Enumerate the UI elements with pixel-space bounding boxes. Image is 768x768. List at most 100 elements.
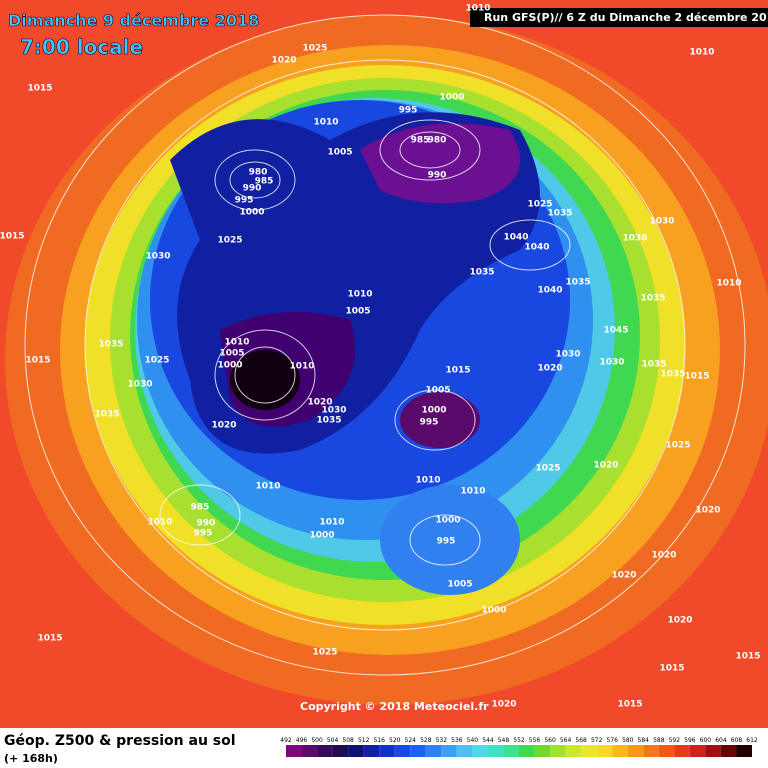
isobar-label: 1020 <box>651 551 676 561</box>
isobar-label: 1015 <box>617 700 642 710</box>
isobar-label: 1045 <box>603 326 628 336</box>
isobar-label: 990 <box>197 519 216 529</box>
isobar-label: 1010 <box>716 279 741 289</box>
isobar-label: 1015 <box>0 232 25 242</box>
colorbar-cell <box>612 745 628 757</box>
isobar-label: 1040 <box>524 243 549 253</box>
isobar-label: 1020 <box>491 700 516 710</box>
isobar-label: 1035 <box>316 416 341 426</box>
isobar-labels: 1010102510201010101510009951010985980100… <box>0 4 761 710</box>
lead-time: (+ 168h) <box>4 752 58 765</box>
isobar-label: 1010 <box>347 290 372 300</box>
isobar-label: 1010 <box>460 487 485 497</box>
isobar-label: 1000 <box>421 406 446 416</box>
isobar-label: 1035 <box>640 294 665 304</box>
colorbar-cell <box>472 745 488 757</box>
isobar-label: 1010 <box>465 4 490 14</box>
colorbar-cell <box>627 745 644 757</box>
colorbar-tick-label: 552 <box>513 737 525 744</box>
isobar-label: 1020 <box>611 571 636 581</box>
isobar-label: 1030 <box>321 406 346 416</box>
colorbar-cell <box>503 745 519 757</box>
isobar-label: 1000 <box>435 516 460 526</box>
colorbar-tick-label: 520 <box>389 737 401 744</box>
isobar-label: 1040 <box>503 233 528 243</box>
isobar-label: 1010 <box>319 518 344 528</box>
colorbar-tick-label: 524 <box>405 737 417 744</box>
colorbar-cell <box>441 745 457 757</box>
colorbar-cell <box>674 745 690 757</box>
isobar-label: 1015 <box>659 664 684 674</box>
isobar-label: 1040 <box>537 286 562 296</box>
colorbar-cell <box>487 745 504 757</box>
colorbar-cell <box>596 745 613 757</box>
colorbar-tick-label: 500 <box>311 737 323 744</box>
date: Dimanche 9 décembre 2018 <box>8 11 259 30</box>
colorbar-cell <box>565 745 582 757</box>
isobar-label: 1020 <box>695 506 720 516</box>
isobar-label: 1010 <box>147 518 172 528</box>
colorbar-cell <box>456 745 473 757</box>
isobar-label: 1000 <box>439 93 464 103</box>
colorbar-cell <box>425 745 442 757</box>
isobar-label: 995 <box>420 418 439 428</box>
colorbar-cell <box>379 745 395 757</box>
field <box>0 0 768 728</box>
colorbar-tick-label: 604 <box>715 737 727 744</box>
isobar-label: 1005 <box>345 307 370 317</box>
isobar-label: 980 <box>249 168 268 178</box>
isobar-label: 1020 <box>593 461 618 471</box>
colorbar-tick-label: 540 <box>467 737 479 744</box>
isobar-label: 1020 <box>307 398 332 408</box>
isobar-label: 1015 <box>445 366 470 376</box>
footer-title: Géop. Z500 & pression au sol <box>4 733 236 749</box>
isobar-label: 995 <box>235 196 254 206</box>
colorbar-tick-label: 516 <box>373 737 385 744</box>
isobar-label: 1025 <box>527 200 552 210</box>
colorbar-tick-label: 536 <box>451 737 463 744</box>
isobar-label: 1030 <box>127 380 152 390</box>
colorbar: 492 496 500 504 508 512 516 520 524 528 532 536 540 5… <box>280 737 758 757</box>
colorbar-tick-label: 584 <box>638 737 650 744</box>
colorbar-tick-label: 496 <box>296 737 308 744</box>
isobar-label: 1030 <box>555 350 580 360</box>
colorbar-tick-label: 528 <box>420 737 432 744</box>
isobar-label: 1000 <box>309 531 334 541</box>
colorbar-cell <box>519 745 535 757</box>
isobar-label: 1020 <box>667 616 692 626</box>
colorbar-tick-label: 588 <box>653 737 665 744</box>
isobar-label: 1020 <box>211 421 236 431</box>
colorbar-cell <box>317 745 333 757</box>
colorbar-tick-label: 596 <box>684 737 696 744</box>
colorbar-tick-label: 600 <box>700 737 712 744</box>
isobar-label: 1035 <box>547 209 572 219</box>
isobar-label: 1015 <box>684 372 709 382</box>
isobar-label: 1025 <box>535 464 560 474</box>
colorbar-tick-label: 576 <box>606 737 618 744</box>
colorbar-tick-label: 532 <box>436 737 448 744</box>
isobar-label: 1000 <box>481 606 506 616</box>
colorbar-cell <box>332 745 349 757</box>
colorbar-tick-label: 548 <box>498 737 510 744</box>
colorbar-cell <box>658 745 675 757</box>
isobar-label: 985 <box>191 503 210 513</box>
isobar-label: 1000 <box>217 361 242 371</box>
isobar-label: 985 <box>255 177 274 187</box>
colorbar-tick-label: 492 <box>280 737 292 744</box>
isobar-label: 1030 <box>649 217 674 227</box>
isobar-label: 990 <box>243 184 262 194</box>
colorbar-tick-label: 580 <box>622 737 634 744</box>
isobar-label: 1015 <box>25 356 50 366</box>
isobar-label: 1010 <box>224 338 249 348</box>
isobar-label: 1035 <box>469 268 494 278</box>
isobar-label: 980 <box>428 136 447 146</box>
isobar-label: 1020 <box>271 56 296 66</box>
isobar-label: 995 <box>194 529 213 539</box>
isobar-label: 985 <box>411 136 430 146</box>
colorbar-tick-label: 568 <box>575 737 587 744</box>
run-info: Run GFS(P)// 6 Z du Dimanche 2 décembre … <box>484 11 768 24</box>
isobar-label: 1025 <box>144 356 169 366</box>
colorbar-cell <box>394 745 411 757</box>
